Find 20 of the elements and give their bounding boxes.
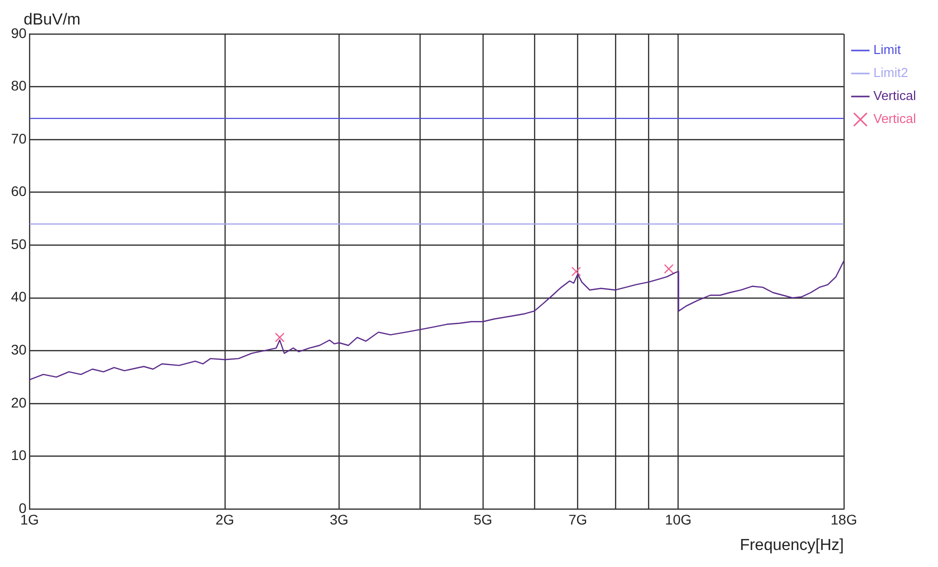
x-tick-label: 18G: [830, 511, 858, 528]
y-tick-label: 60: [10, 183, 27, 200]
y-tick-label: 0: [18, 500, 27, 516]
x-tick-label: 10G: [665, 511, 692, 528]
y-tick-label: 50: [10, 236, 27, 252]
legend-label: Limit: [873, 42, 902, 58]
y-tick-label: 30: [10, 342, 27, 358]
legend-label: Vertical: [873, 111, 916, 126]
y-tick-label: 40: [10, 288, 27, 305]
x-tick-label: 5G: [474, 511, 492, 528]
legend-label: Limit2: [873, 65, 908, 80]
x-tick-label: 3G: [330, 511, 348, 528]
y-tick-label: 20: [10, 394, 27, 410]
x-axis-title: Frequency[Hz]: [740, 536, 844, 554]
legend-label: Vertical: [873, 88, 916, 104]
x-tick-label: 7G: [568, 511, 588, 528]
y-tick-label: 80: [10, 78, 27, 94]
y-tick-label: 70: [10, 130, 27, 146]
y-tick-label: 10: [10, 447, 27, 464]
x-tick-label: 2G: [216, 511, 234, 528]
